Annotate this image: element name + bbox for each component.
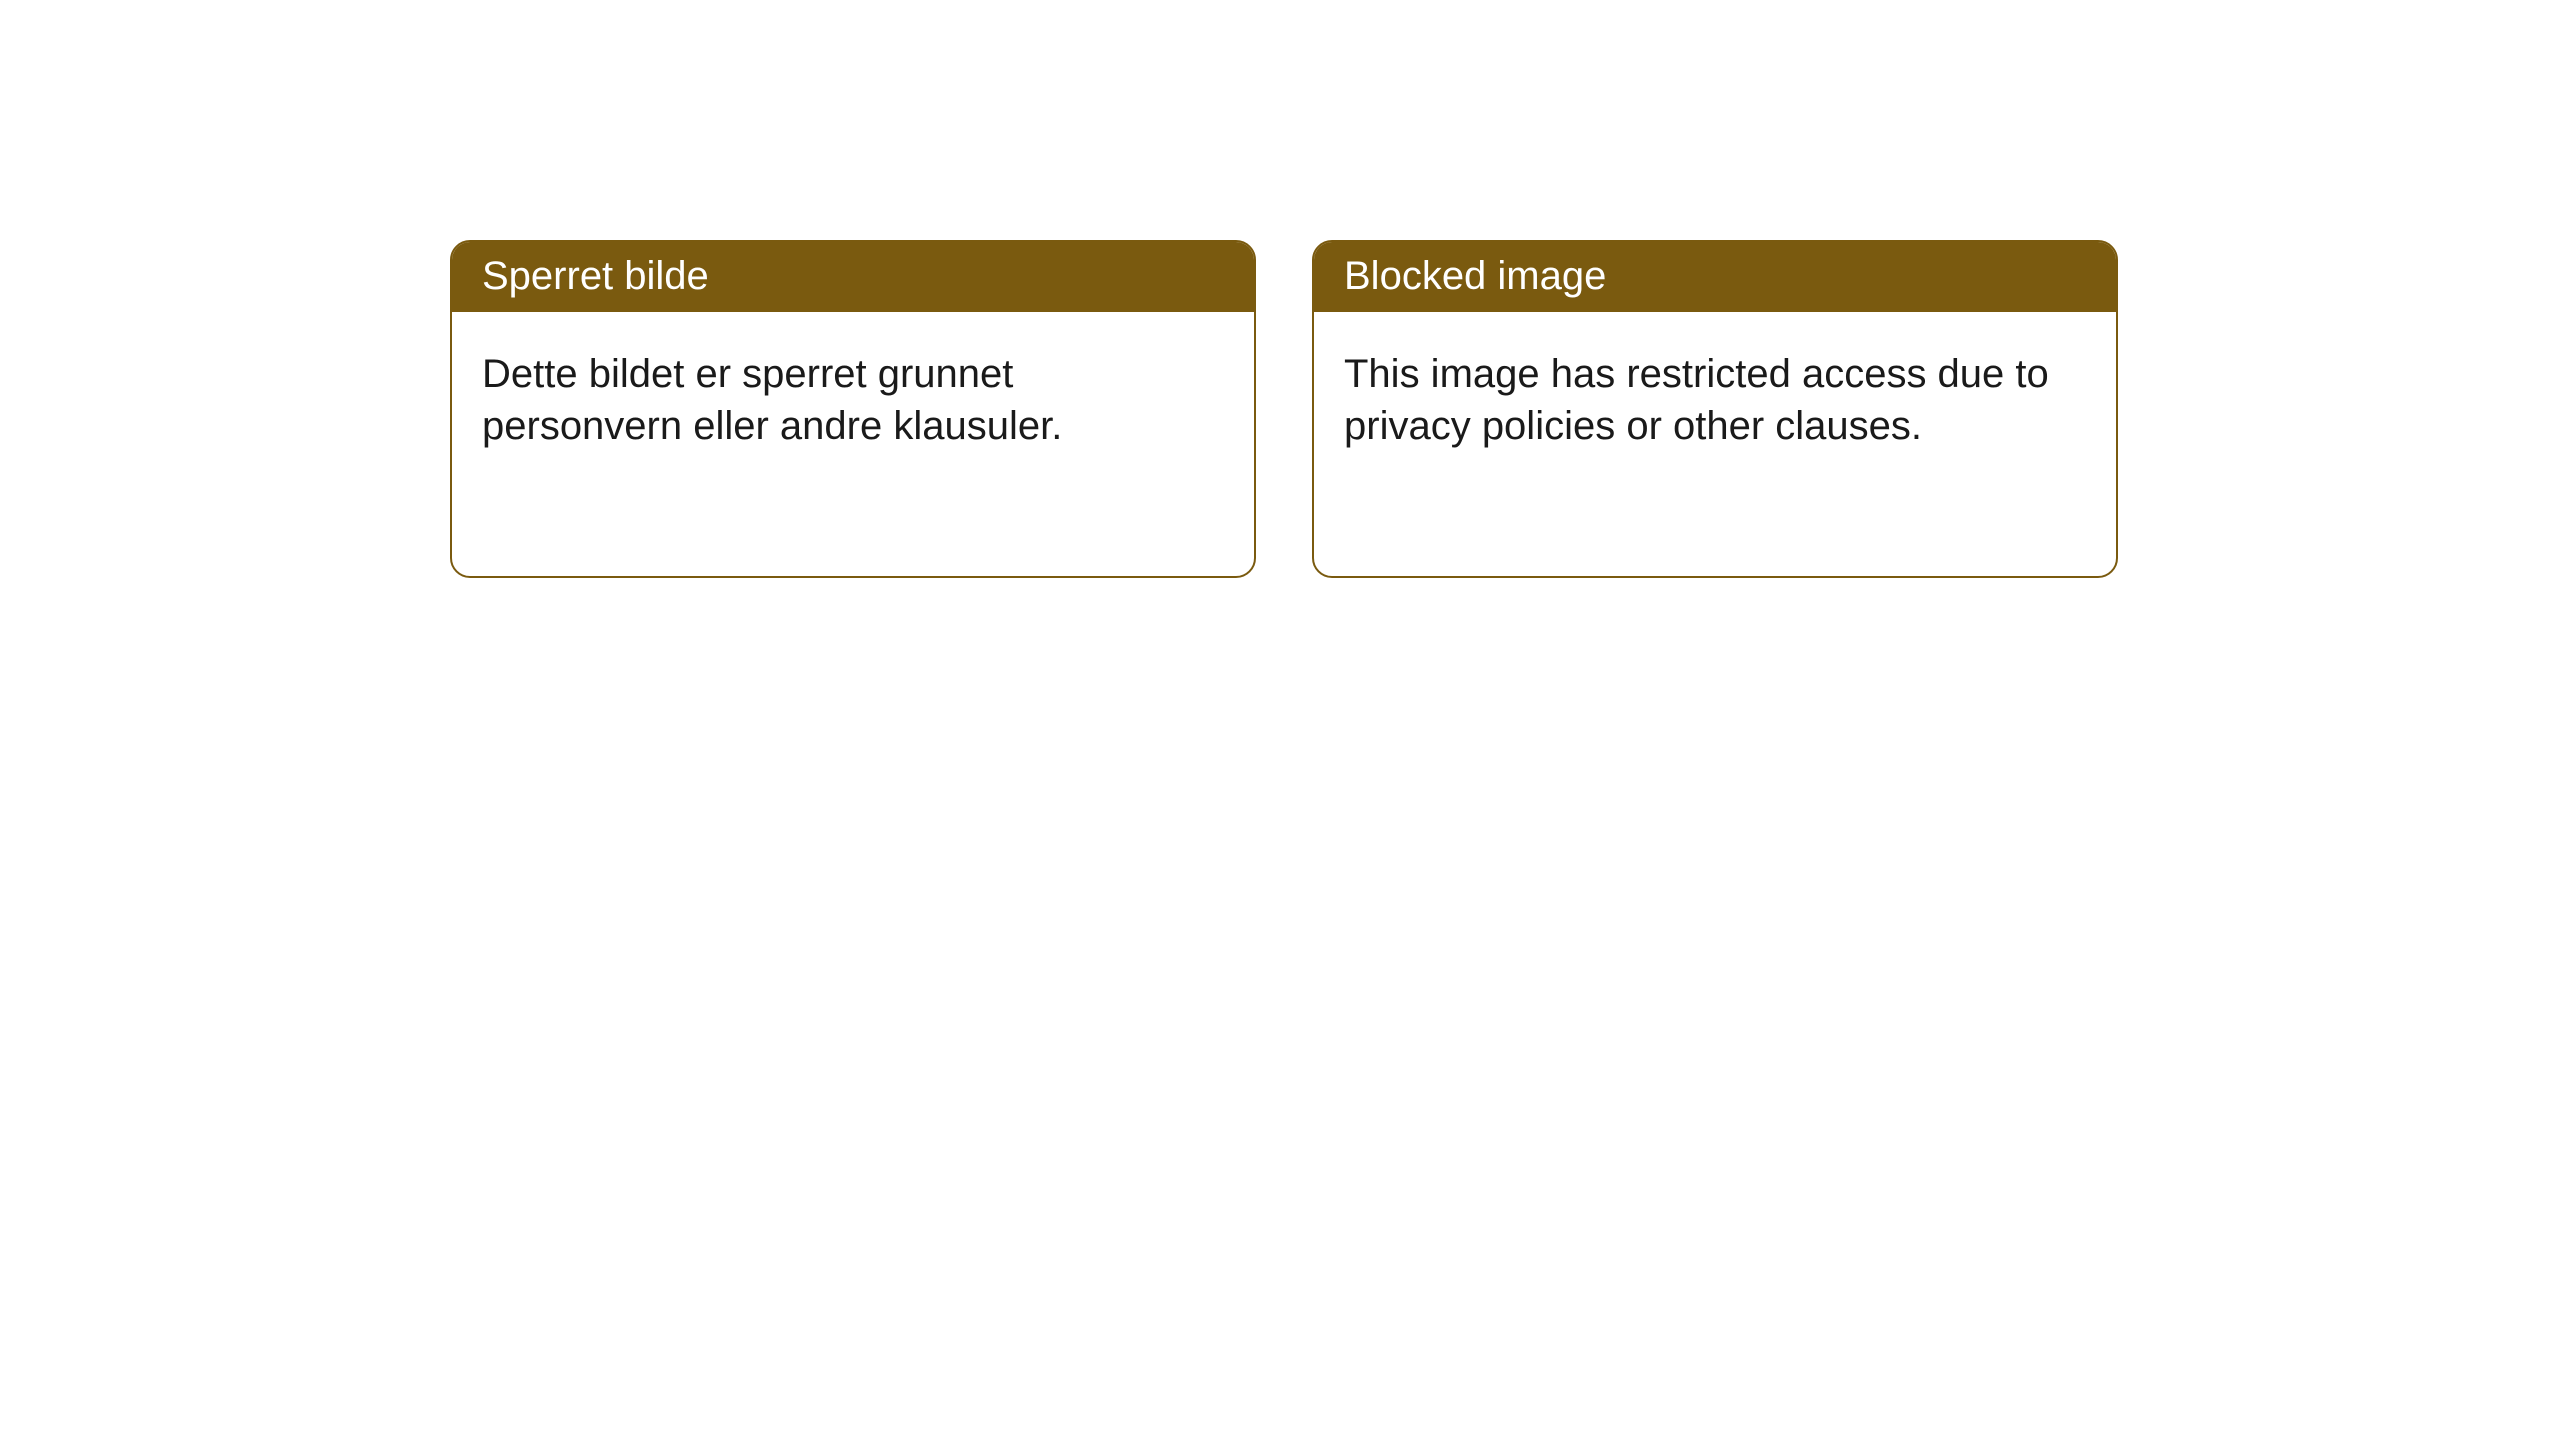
- notice-message-norwegian: Dette bildet er sperret grunnet personve…: [452, 312, 1254, 482]
- notice-box-norwegian: Sperret bilde Dette bildet er sperret gr…: [450, 240, 1256, 578]
- notice-box-english: Blocked image This image has restricted …: [1312, 240, 2118, 578]
- notice-message-english: This image has restricted access due to …: [1314, 312, 2116, 482]
- notice-title-english: Blocked image: [1314, 242, 2116, 312]
- notice-container: Sperret bilde Dette bildet er sperret gr…: [450, 240, 2560, 578]
- notice-title-norwegian: Sperret bilde: [452, 242, 1254, 312]
